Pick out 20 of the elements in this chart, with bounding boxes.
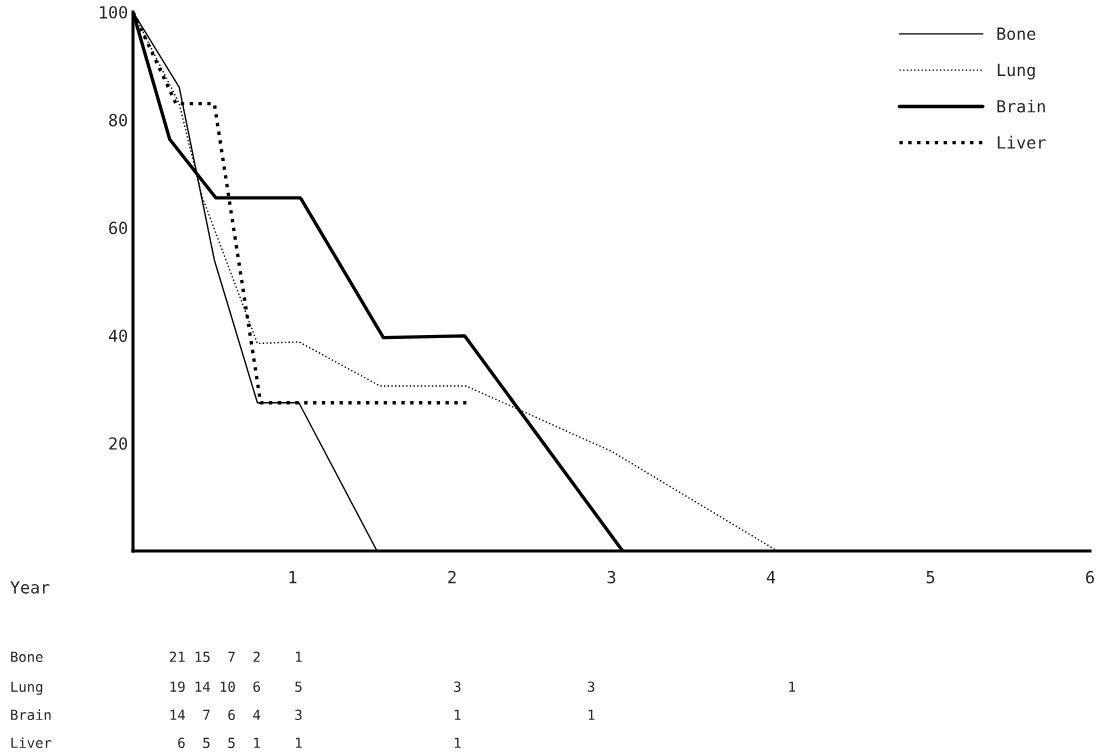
legend-label: Bone [997,27,1036,40]
x-tick-label: 6 [1086,570,1094,584]
text: Brain 14 7 6 4 3 1 1 [11,709,595,721]
x-axis-title: Year [10,581,50,594]
x-tick-label: 4 [766,571,776,584]
x-tick-label: 1 [289,571,297,584]
legend-label: Liver [997,135,1046,149]
y-tick-label: 60 [109,221,128,235]
y-tick-label: 40 [108,329,128,343]
y-tick-label: 100 [100,6,128,19]
x-tick-label: 5 [926,571,935,584]
y-tick-label: 80 [109,113,128,127]
text: Bone 21 15 7 2 1 [11,651,302,663]
legend-label: Lung [997,63,1035,80]
y-tick-label: 20 [109,437,128,450]
x-tick-label: 2 [448,570,456,584]
legend-label: Brain [997,99,1045,113]
text: Lung 19 14 10 6 5 3 3 1 [11,681,796,695]
text: Liver 6 5 5 1 1 1 [11,737,461,749]
x-tick-label: 3 [607,570,616,584]
